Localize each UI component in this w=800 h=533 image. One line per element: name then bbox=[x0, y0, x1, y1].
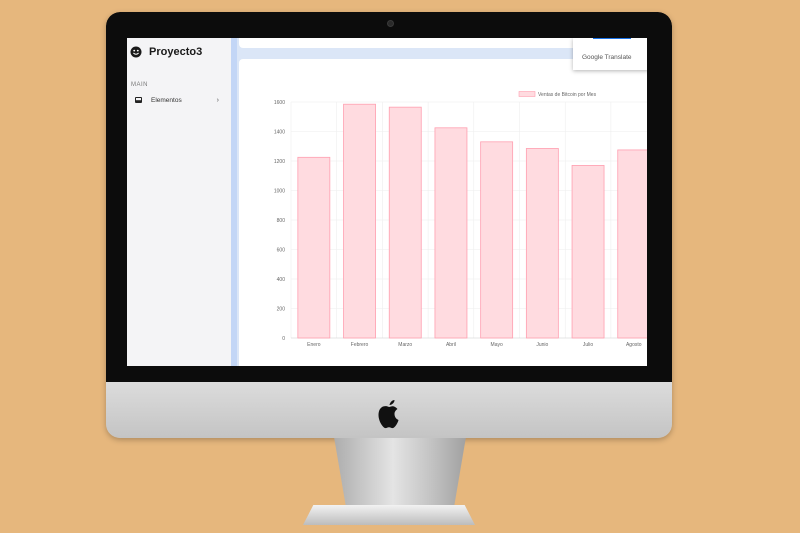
bar-enero bbox=[297, 156, 331, 339]
y-tick-label: 0 bbox=[282, 336, 285, 342]
bar-junio bbox=[525, 148, 559, 339]
brand[interactable]: Proyecto3 bbox=[130, 46, 202, 58]
y-tick-label: 1600 bbox=[274, 100, 285, 106]
content-accent-strip bbox=[231, 38, 237, 366]
y-tick-label: 800 bbox=[277, 218, 286, 224]
x-tick-label: Febrero bbox=[351, 342, 369, 348]
y-tick-label: 400 bbox=[277, 277, 286, 283]
legend-label: Ventas de Bitcoin por Mes bbox=[538, 92, 597, 98]
x-tick-label: Junio bbox=[536, 342, 548, 348]
google-translate-popup[interactable]: Google Translate bbox=[573, 38, 647, 70]
bar-marzo bbox=[388, 106, 422, 339]
y-tick-label: 1200 bbox=[274, 159, 285, 165]
chart-card: 0 200 400 600 800 1000 1200 1400 1600 Enero Febrer… bbox=[239, 59, 647, 366]
x-tick-label: Abril bbox=[446, 342, 456, 348]
bar-julio bbox=[571, 165, 605, 339]
inbox-icon bbox=[135, 97, 142, 103]
y-tick-label: 1400 bbox=[274, 129, 285, 135]
x-tick-label: Mayo bbox=[491, 342, 503, 348]
app-title: Proyecto3 bbox=[149, 46, 203, 58]
sidebar-item-label: Elementos bbox=[151, 96, 182, 104]
monitor-stand-base bbox=[303, 505, 475, 525]
bar-chart: 0 200 400 600 800 1000 1200 1400 1600 Enero Febrer… bbox=[274, 91, 647, 348]
y-tick-label: 1000 bbox=[274, 188, 285, 194]
x-tick-label: Marzo bbox=[398, 342, 412, 348]
x-tick-label: Agosto bbox=[626, 342, 642, 348]
y-tick-label: 600 bbox=[277, 247, 286, 253]
x-tick-label: Julio bbox=[583, 342, 594, 348]
screen-display: Proyecto3 MAIN Elementos › 0 200 400 600 800… bbox=[127, 38, 647, 366]
webcam-icon bbox=[387, 20, 394, 27]
monitor-chin bbox=[106, 382, 672, 438]
section-label: MAIN bbox=[131, 82, 148, 88]
legend-swatch bbox=[518, 91, 536, 97]
bar-febrero bbox=[343, 103, 376, 339]
smiley-icon bbox=[130, 46, 142, 58]
sidebar-item-elementos[interactable]: Elementos › bbox=[135, 94, 219, 106]
y-tick-label: 200 bbox=[277, 306, 286, 312]
sidebar: Proyecto3 MAIN Elementos › bbox=[127, 38, 231, 366]
top-card bbox=[239, 38, 647, 48]
bar-abril bbox=[434, 127, 468, 339]
google-translate-label: Google Translate bbox=[582, 54, 632, 61]
translate-link-underline bbox=[593, 38, 631, 39]
bar-agosto bbox=[617, 149, 647, 339]
chevron-right-icon: › bbox=[216, 96, 219, 104]
monitor-stand-neck bbox=[334, 438, 466, 512]
bar-mayo bbox=[480, 141, 514, 339]
x-tick-label: Enero bbox=[307, 342, 321, 348]
apple-logo-icon bbox=[378, 400, 399, 429]
